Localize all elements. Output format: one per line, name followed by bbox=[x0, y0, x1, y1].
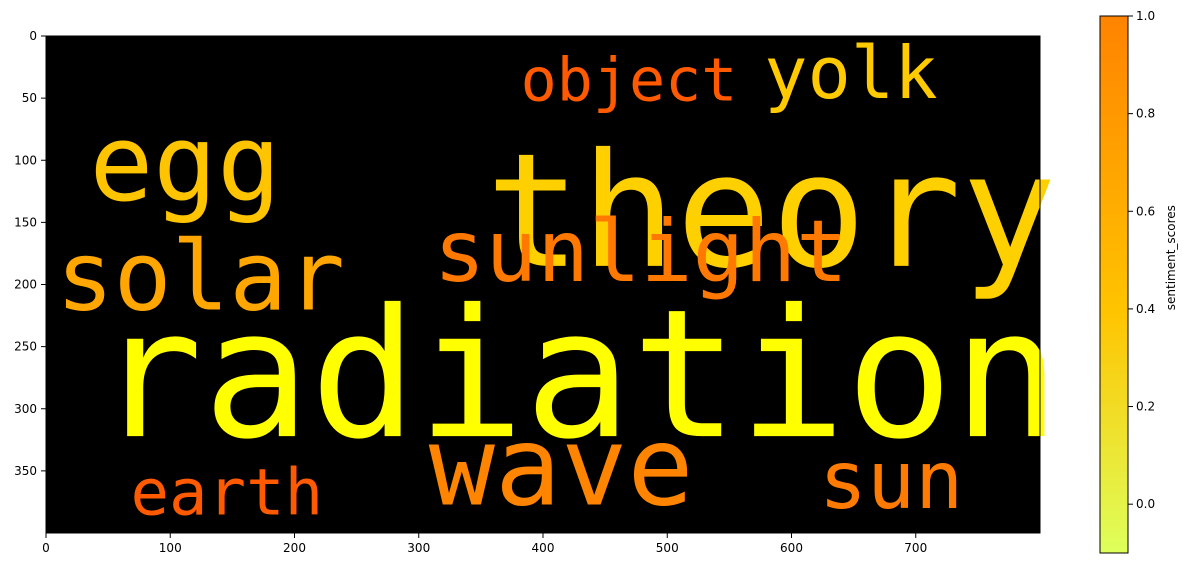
y-tick-label: 250 bbox=[14, 340, 37, 354]
y-tick-label: 100 bbox=[14, 153, 37, 167]
y-tick-label: 350 bbox=[14, 464, 37, 478]
colorbar bbox=[1099, 15, 1129, 554]
colorbar-label: sentiment_scores bbox=[1164, 205, 1178, 310]
colorbar-tick-label: 0.2 bbox=[1136, 400, 1155, 414]
x-tick-label: 400 bbox=[532, 541, 555, 555]
x-tick-label: 0 bbox=[42, 541, 50, 555]
x-tick-label: 500 bbox=[656, 541, 679, 555]
word-theory: theory bbox=[486, 120, 1057, 304]
x-tick-label: 600 bbox=[780, 541, 803, 555]
colorbar-tick-label: 0.8 bbox=[1136, 107, 1155, 121]
y-axis: 0 50 100 150 200 250 300 350 bbox=[14, 29, 46, 478]
word-object: object bbox=[521, 46, 738, 116]
colorbar-tick-label: 1.0 bbox=[1136, 9, 1155, 23]
y-tick-label: 50 bbox=[22, 91, 37, 105]
y-tick-label: 150 bbox=[14, 215, 37, 229]
x-axis: 0 100 200 300 400 500 600 700 bbox=[42, 533, 927, 555]
y-tick-label: 200 bbox=[14, 278, 37, 292]
word-sunlight: sunlight bbox=[434, 202, 848, 302]
plot-area bbox=[46, 36, 1040, 533]
colorbar-tick-label: 0.4 bbox=[1136, 302, 1155, 316]
word-earth: earth bbox=[130, 456, 323, 530]
x-tick-label: 200 bbox=[283, 541, 306, 555]
word-sun: sun bbox=[819, 434, 964, 527]
word-yolk: yolk bbox=[764, 31, 937, 115]
colorbar-tick-label: 0.6 bbox=[1136, 204, 1155, 218]
word-solar: solar bbox=[56, 220, 345, 332]
colorbar-tick-label: 0.0 bbox=[1136, 497, 1155, 511]
x-tick-label: 300 bbox=[407, 541, 430, 555]
x-tick-label: 700 bbox=[904, 541, 927, 555]
y-tick-label: 300 bbox=[14, 402, 37, 416]
y-tick-label: 0 bbox=[29, 29, 37, 43]
word-wave: wave bbox=[429, 402, 694, 530]
x-tick-label: 100 bbox=[159, 541, 182, 555]
word-radiation: radiation bbox=[96, 271, 1060, 478]
word-egg: egg bbox=[89, 102, 280, 225]
colorbar-axis: 0.0 0.2 0.4 0.6 0.8 1.0 bbox=[1128, 9, 1155, 511]
